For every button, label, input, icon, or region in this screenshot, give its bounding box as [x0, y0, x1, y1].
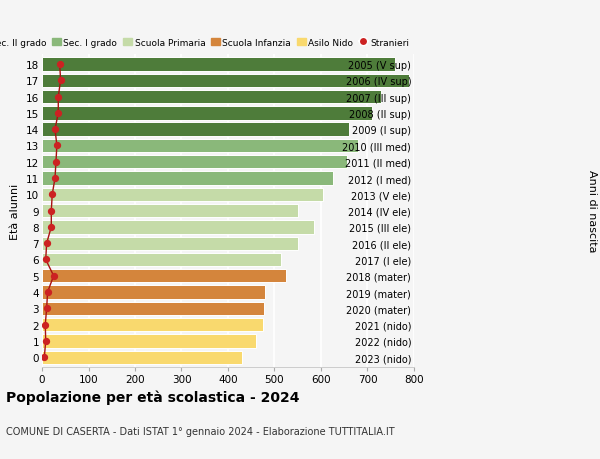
- Bar: [42, 269, 286, 283]
- Point: [41, 256, 50, 263]
- Bar: [42, 123, 349, 136]
- Bar: [42, 237, 298, 250]
- Text: Anni di nascita: Anni di nascita: [587, 170, 597, 252]
- Point: [42, 240, 52, 247]
- Bar: [42, 302, 264, 315]
- Point: [41, 337, 50, 345]
- Bar: [42, 172, 332, 185]
- Point: [47, 191, 57, 199]
- Point: [53, 110, 63, 117]
- Point: [52, 142, 62, 150]
- Point: [53, 94, 63, 101]
- Bar: [42, 318, 263, 331]
- Point: [43, 289, 52, 296]
- Point: [40, 354, 49, 361]
- Legend: Sec. II grado, Sec. I grado, Scuola Primaria, Scuola Infanzia, Asilo Nido, Stran: Sec. II grado, Sec. I grado, Scuola Prim…: [0, 39, 409, 47]
- Bar: [42, 335, 256, 348]
- Point: [40, 321, 50, 329]
- Bar: [42, 58, 395, 72]
- Point: [47, 207, 56, 215]
- Bar: [42, 107, 372, 120]
- Bar: [42, 156, 347, 169]
- Bar: [42, 204, 298, 218]
- Bar: [42, 140, 358, 153]
- Bar: [42, 188, 323, 202]
- Bar: [42, 74, 409, 88]
- Y-axis label: Età alunni: Età alunni: [10, 183, 20, 239]
- Point: [50, 126, 60, 134]
- Point: [50, 175, 60, 182]
- Point: [51, 159, 61, 166]
- Point: [55, 61, 64, 68]
- Point: [56, 78, 65, 85]
- Point: [47, 224, 56, 231]
- Bar: [42, 253, 281, 267]
- Text: COMUNE DI CASERTA - Dati ISTAT 1° gennaio 2024 - Elaborazione TUTTITALIA.IT: COMUNE DI CASERTA - Dati ISTAT 1° gennai…: [6, 426, 395, 436]
- Bar: [42, 351, 242, 364]
- Bar: [42, 286, 265, 299]
- Bar: [42, 221, 314, 234]
- Point: [49, 273, 58, 280]
- Text: Popolazione per età scolastica - 2024: Popolazione per età scolastica - 2024: [6, 390, 299, 405]
- Bar: [42, 91, 382, 104]
- Point: [42, 305, 52, 312]
